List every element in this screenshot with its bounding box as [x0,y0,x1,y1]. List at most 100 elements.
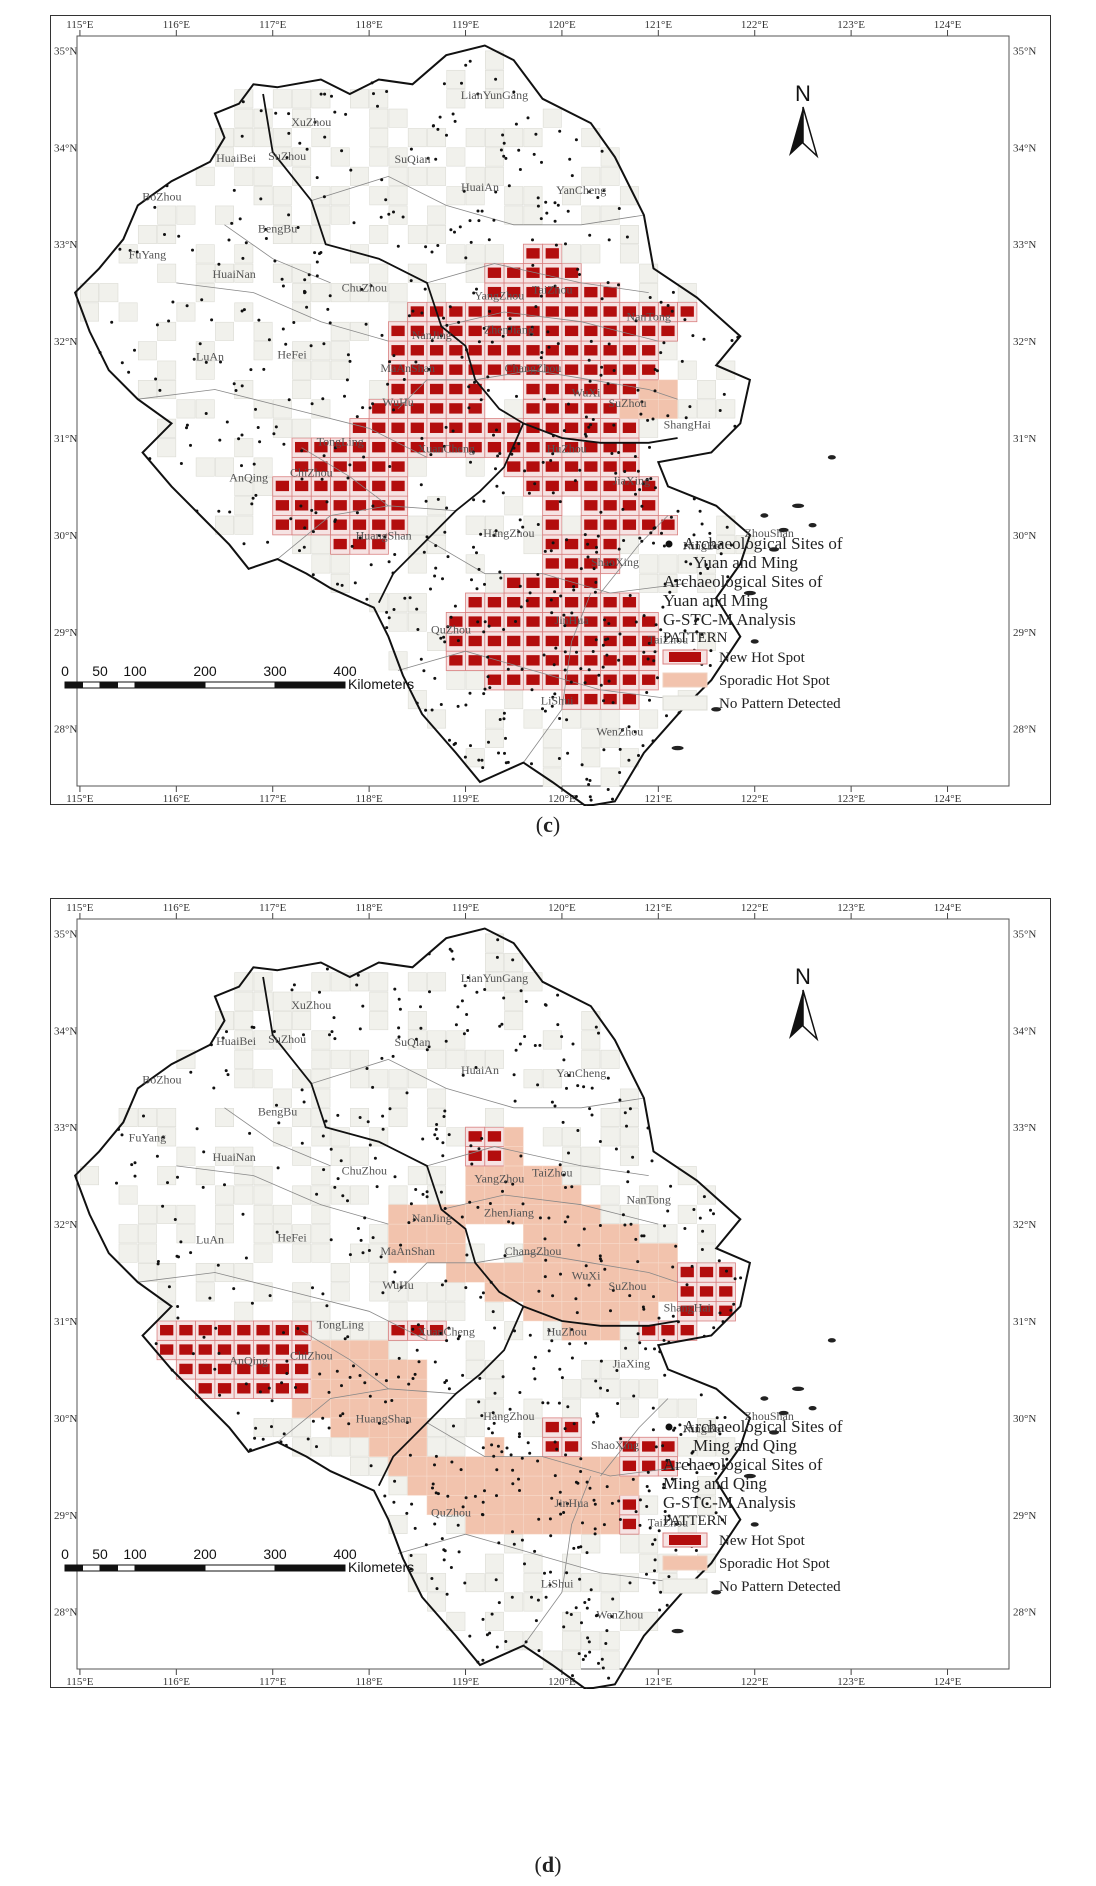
cell-no-pattern [311,399,331,419]
legend-layer-line1: Archaeological Sites of [663,1455,823,1474]
site-point [480,758,484,762]
cell-new-hot-spot [526,461,540,472]
site-point [328,321,332,325]
site-point [583,1601,587,1604]
site-point [446,555,450,559]
site-point [534,1619,538,1623]
cell-no-pattern [427,496,447,516]
site-point [210,318,214,322]
site-point [702,1334,706,1338]
cell-new-hot-spot [622,635,637,647]
site-point [423,287,427,291]
province-border [262,976,524,1308]
cell-new-hot-spot [295,480,309,492]
cell-new-hot-spot [526,616,540,627]
site-point [185,426,188,430]
site-point [494,529,498,533]
cell-no-pattern [311,535,331,555]
cell-new-hot-spot [468,383,482,395]
site-point [513,1329,516,1333]
region-boundary [73,44,752,806]
cell-sporadic-hot-spot [561,1281,582,1302]
city-label: HangZhou [483,1409,534,1423]
site-point [645,1505,649,1508]
site-point [618,771,622,774]
cell-new-hot-spot [468,441,482,453]
cell-new-hot-spot [622,616,637,627]
cell-no-pattern [311,1069,331,1089]
island [769,547,779,552]
cell-no-pattern [350,283,369,303]
legend-new-swatch [669,652,701,662]
cell-new-hot-spot [584,674,598,685]
site-point [238,217,242,221]
site-point [517,530,521,534]
cell-no-pattern [427,1108,447,1127]
site-point [653,1558,657,1562]
legend-new-label: New Hot Spot [719,650,806,666]
site-point [281,327,285,331]
site-point [649,477,653,481]
site-point [259,197,263,201]
site-point [448,947,452,951]
site-point [565,1571,569,1575]
island [760,513,769,518]
site-point [468,691,472,695]
cell-sporadic-hot-spot [523,1514,543,1535]
site-point [568,1342,572,1346]
site-point [252,462,256,466]
cell-sporadic-hot-spot [291,1398,312,1419]
city-label: SuZhou [268,149,306,163]
site-point [645,691,649,694]
site-point [502,628,506,631]
analysis-grid [80,933,736,1670]
site-point [539,356,543,360]
site-point [641,744,645,748]
site-point [285,1372,289,1375]
site-point [661,1444,665,1448]
cell-new-hot-spot [526,674,540,685]
site-point [309,344,313,348]
site-point [557,757,561,760]
cell-no-pattern [195,457,215,477]
site-point [546,330,550,334]
site-point [601,643,605,647]
cell-new-hot-spot [295,1324,309,1336]
site-point [506,760,510,764]
cell-no-pattern [253,1204,273,1224]
site-point [217,262,221,266]
cell-no-pattern [562,515,582,535]
cell-no-pattern [484,166,504,186]
lat-tick-right: 32°N [1013,336,1036,348]
site-point [648,445,651,449]
site-point [321,1416,325,1420]
cell-no-pattern [407,535,427,555]
site-point [270,1399,274,1403]
site-point [372,92,375,96]
cell-no-pattern [697,380,716,400]
cell-new-hot-spot [622,422,637,433]
city-label: BengBu [258,1105,297,1119]
cell-no-pattern [542,728,562,748]
site-point [729,1308,733,1312]
prefecture-border [397,379,476,410]
cell-no-pattern [176,1146,196,1166]
site-point [385,90,389,93]
cell-no-pattern [292,225,312,244]
site-point [349,168,353,172]
site-point [590,1113,594,1117]
cell-no-pattern [350,1185,369,1205]
cell-no-pattern [446,1049,466,1069]
site-point [512,1542,516,1546]
cell-no-pattern [292,1243,312,1263]
cell-new-hot-spot [449,422,463,433]
cell-new-hot-spot [526,306,540,317]
caption-d: (d) [534,1852,562,1877]
site-point [240,464,243,468]
cell-new-hot-spot [275,480,289,492]
cell-new-hot-spot [584,500,598,511]
site-point [433,1463,436,1467]
cell-new-hot-spot [507,461,521,472]
site-point [332,1016,336,1020]
site-point [343,1337,347,1341]
